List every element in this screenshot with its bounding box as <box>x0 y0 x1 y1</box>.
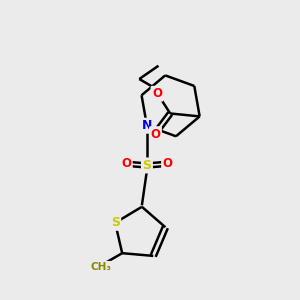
Text: O: O <box>151 128 160 141</box>
Text: O: O <box>121 158 131 170</box>
Text: N: N <box>142 119 152 132</box>
Text: S: S <box>111 216 120 229</box>
Text: CH₃: CH₃ <box>90 262 111 272</box>
Text: O: O <box>152 87 162 100</box>
Text: S: S <box>142 159 152 172</box>
Text: O: O <box>163 158 172 170</box>
